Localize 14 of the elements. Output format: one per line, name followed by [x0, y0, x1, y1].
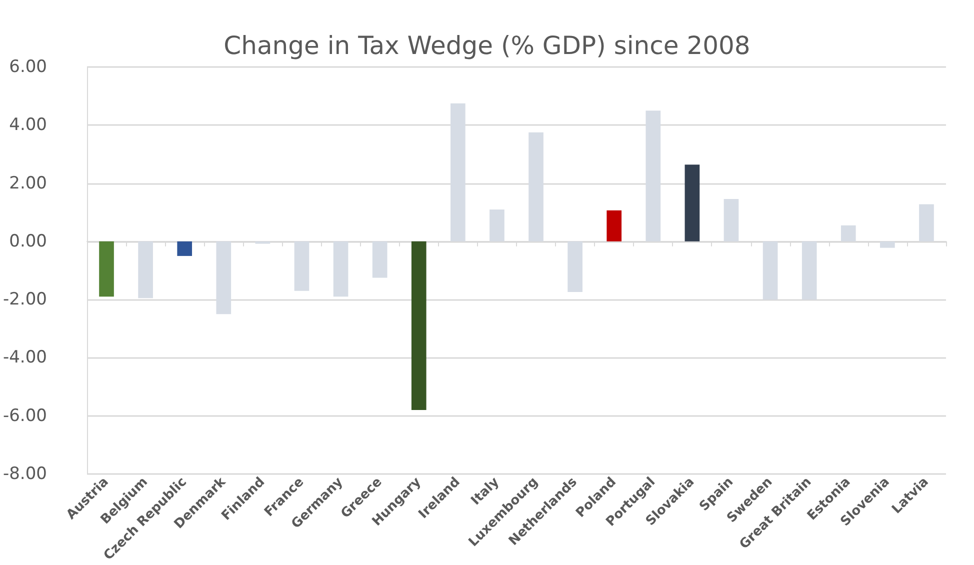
bar — [606, 210, 622, 242]
chart-title: Change in Tax Wedge (% GDP) since 2008 — [224, 31, 750, 60]
y-tick-label: -6.00 — [2, 406, 47, 426]
y-tick-label: -8.00 — [2, 464, 47, 484]
y-tick-label: -4.00 — [2, 348, 47, 368]
y-tick-label: -2.00 — [2, 290, 47, 310]
y-tick-label: 2.00 — [9, 173, 47, 194]
y-tick-label: 6.00 — [9, 57, 47, 77]
bar — [684, 164, 700, 242]
y-tick-label: 4.00 — [9, 115, 47, 136]
bar — [411, 241, 426, 410]
bar — [177, 241, 192, 256]
y-tick-label: 0.00 — [9, 231, 47, 252]
bar — [99, 241, 114, 297]
